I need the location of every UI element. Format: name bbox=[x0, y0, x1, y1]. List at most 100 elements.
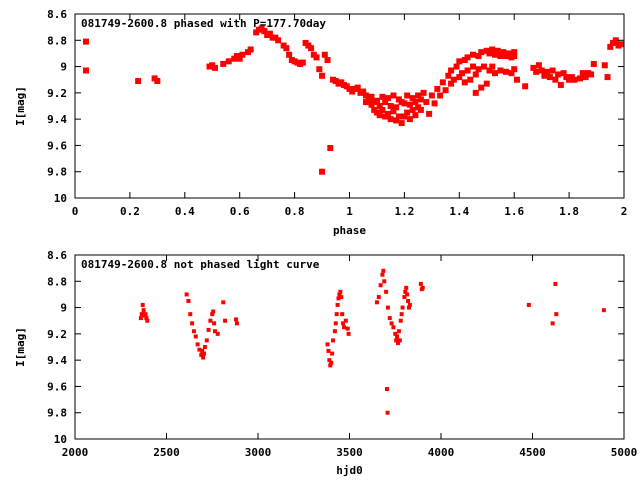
x-tick-label: 1 bbox=[346, 205, 353, 218]
data-point bbox=[143, 312, 148, 317]
data-point bbox=[346, 331, 351, 336]
data-point bbox=[389, 321, 394, 326]
data-point bbox=[339, 295, 344, 300]
y-tick-label: 9 bbox=[60, 302, 67, 315]
data-point bbox=[211, 309, 216, 314]
data-point bbox=[201, 355, 206, 360]
data-point bbox=[400, 305, 405, 310]
data-point bbox=[236, 55, 243, 62]
x-tick-label: 2 bbox=[621, 205, 628, 218]
data-point bbox=[225, 58, 232, 65]
data-point bbox=[420, 89, 427, 96]
data-point bbox=[571, 76, 578, 83]
data-point bbox=[604, 74, 611, 81]
y-tick-label: 10 bbox=[54, 192, 67, 205]
data-point bbox=[195, 342, 200, 347]
data-point bbox=[404, 109, 411, 116]
data-point bbox=[464, 67, 471, 74]
data-point bbox=[202, 345, 207, 349]
data-point bbox=[483, 80, 490, 87]
data-point bbox=[378, 283, 383, 288]
y-axis-label: I[mag] bbox=[14, 86, 27, 126]
data-point bbox=[186, 299, 191, 303]
data-point bbox=[431, 100, 438, 107]
data-point bbox=[550, 321, 555, 326]
data-point bbox=[382, 279, 387, 284]
data-point bbox=[206, 327, 211, 332]
data-point bbox=[448, 67, 455, 74]
data-point bbox=[552, 76, 559, 83]
data-point bbox=[188, 312, 193, 317]
data-point bbox=[456, 58, 463, 65]
data-point bbox=[184, 292, 189, 297]
data-point bbox=[199, 352, 204, 357]
data-point bbox=[333, 321, 338, 326]
data-point bbox=[319, 168, 326, 175]
x-tick-label: 4000 bbox=[428, 446, 455, 459]
data-point bbox=[341, 321, 346, 326]
data-point bbox=[261, 28, 268, 35]
data-point bbox=[541, 72, 548, 79]
data-point bbox=[376, 103, 383, 109]
data-point bbox=[313, 54, 320, 61]
y-tick-label: 8.6 bbox=[47, 8, 67, 21]
data-point bbox=[145, 318, 150, 323]
data-point bbox=[417, 96, 424, 103]
x-tick-label: 0.6 bbox=[230, 205, 250, 218]
y-tick-label: 9.4 bbox=[47, 113, 67, 126]
x-axis-label: hjd0 bbox=[336, 464, 363, 477]
data-point bbox=[234, 321, 239, 326]
data-point bbox=[395, 341, 400, 346]
data-point bbox=[472, 89, 479, 96]
y-axis-label: I[mag] bbox=[14, 327, 27, 367]
data-point bbox=[331, 338, 336, 343]
data-point bbox=[221, 300, 226, 305]
data-point bbox=[202, 351, 207, 356]
data-point bbox=[546, 74, 553, 81]
y-tick-label: 8.8 bbox=[47, 34, 67, 47]
data-point bbox=[405, 292, 410, 297]
x-tick-label: 4500 bbox=[519, 446, 546, 459]
data-point bbox=[239, 51, 246, 58]
data-point bbox=[478, 49, 485, 56]
data-point bbox=[190, 321, 195, 326]
plot-frame bbox=[74, 254, 625, 440]
data-point bbox=[299, 59, 306, 66]
data-point bbox=[459, 70, 466, 77]
chart-title: 081749-2600.8 phased with P=177.70day bbox=[81, 17, 326, 30]
y-tick-label: 9.6 bbox=[47, 139, 67, 152]
data-point bbox=[434, 85, 441, 92]
data-point bbox=[497, 53, 504, 60]
data-point bbox=[390, 92, 397, 99]
x-tick-label: 3000 bbox=[245, 446, 272, 459]
data-point bbox=[340, 312, 345, 317]
y-tick-label: 9.2 bbox=[47, 328, 67, 341]
data-point bbox=[398, 120, 405, 127]
data-point bbox=[577, 75, 584, 82]
data-point bbox=[423, 99, 430, 106]
data-point bbox=[404, 285, 409, 290]
data-point bbox=[384, 95, 391, 102]
data-point bbox=[404, 92, 411, 99]
y-tick-label: 10 bbox=[54, 433, 67, 446]
data-point bbox=[607, 43, 614, 50]
data-point bbox=[500, 49, 507, 56]
data-point bbox=[588, 71, 595, 78]
data-point bbox=[138, 316, 143, 321]
data-point bbox=[393, 117, 400, 124]
data-point bbox=[384, 110, 391, 117]
data-point bbox=[395, 113, 402, 120]
data-point bbox=[401, 100, 408, 107]
data-point bbox=[135, 78, 142, 85]
x-tick-label: 1.2 bbox=[394, 205, 414, 218]
data-point bbox=[511, 49, 518, 56]
data-point bbox=[398, 318, 403, 323]
data-point bbox=[393, 104, 400, 111]
data-point bbox=[511, 66, 518, 73]
data-point bbox=[223, 318, 228, 323]
data-point bbox=[494, 47, 501, 54]
x-tick-label: 1.4 bbox=[449, 205, 469, 218]
data-point bbox=[319, 72, 326, 79]
data-points bbox=[82, 25, 625, 175]
